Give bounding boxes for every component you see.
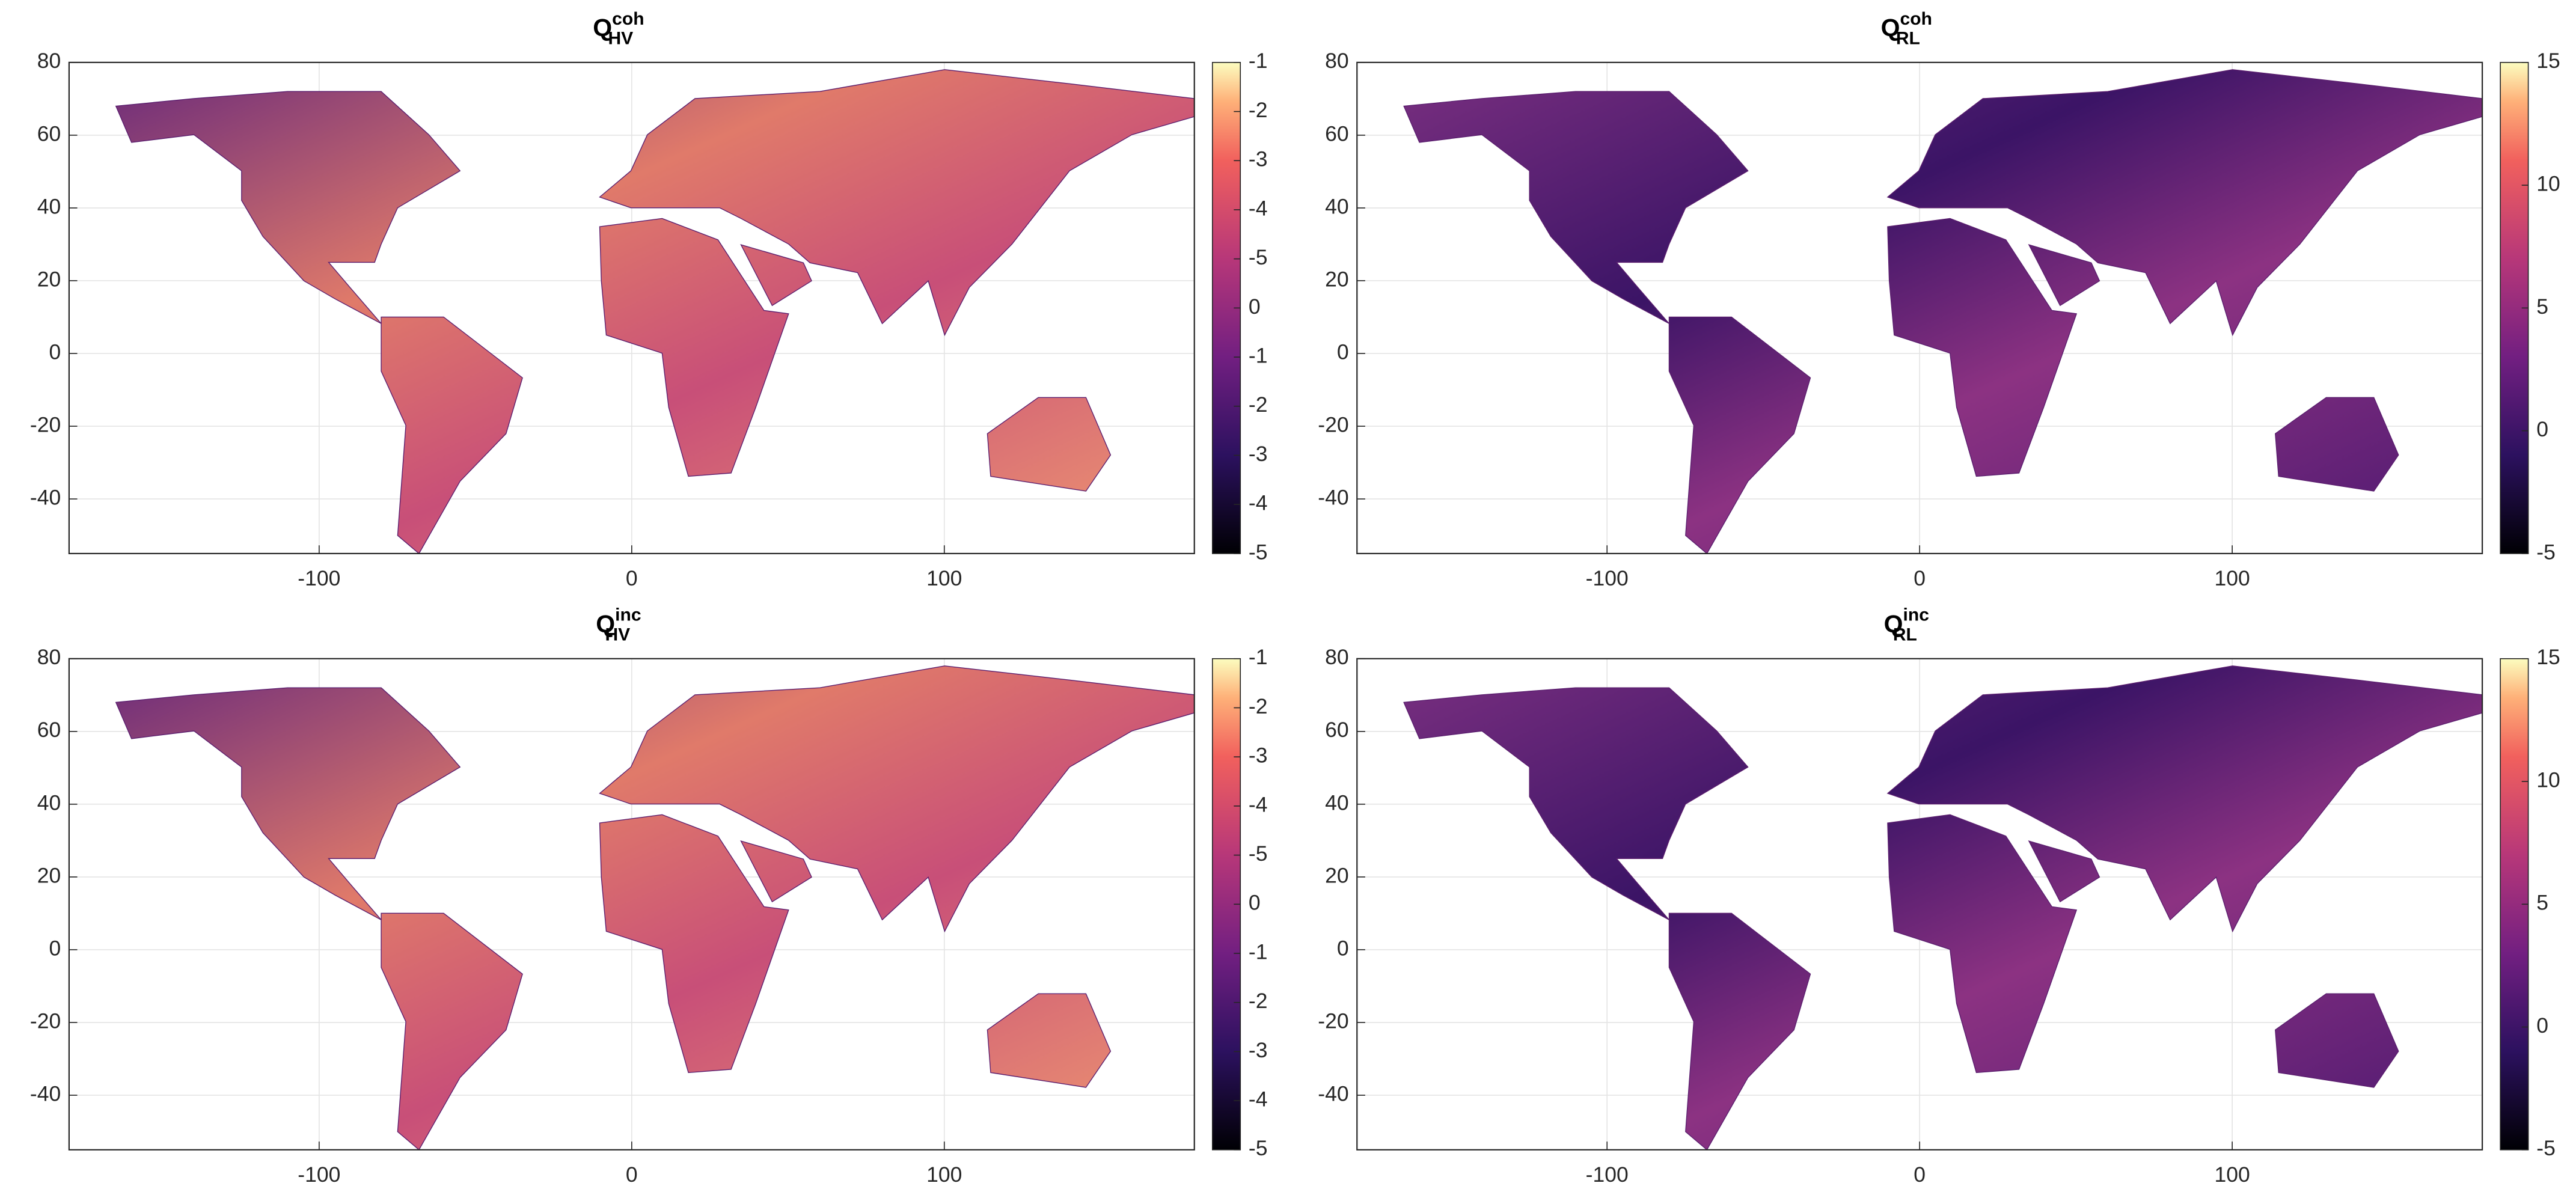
y-tick-label: -40 [1318, 1081, 1348, 1105]
y-tick-label: 20 [1325, 863, 1349, 887]
title-base: Q [596, 610, 615, 638]
title-sub: HV [605, 625, 630, 644]
colorbar-tick-label: -2 [1249, 393, 1268, 417]
colorbar-tick-label: -4 [1249, 792, 1268, 816]
y-tick-label: 20 [37, 863, 61, 887]
y-tick-label: -20 [30, 1009, 61, 1033]
colorbar-tick-label: -5 [1249, 842, 1268, 866]
colorbar-tick-label: -5 [1249, 245, 1268, 269]
panel: -100 0 100 -40 -20 0 20 40 60 80 Qinc RL -5 0 5 10 15 [1318, 605, 2560, 1187]
colorbar-tick-label: -1 [1249, 49, 1268, 73]
panel-title: Qinc HV [596, 605, 641, 645]
colorbar-tick-label: 0 [1249, 891, 1261, 915]
colorbar-tick-label: -2 [1249, 694, 1268, 718]
colorbar-tick-label: -1 [1249, 940, 1268, 964]
colorbar-tick-label: -4 [1249, 1087, 1268, 1111]
title-sub: RL [1893, 625, 1917, 644]
colorbar-tick-label: -3 [1249, 147, 1268, 171]
colorbar-tick-label: -5 [2536, 1136, 2556, 1160]
x-tick-label: 0 [626, 1163, 638, 1187]
y-tick-label: -20 [1318, 1009, 1348, 1033]
colorbar-tick-label: -5 [2536, 540, 2556, 564]
y-tick-label: 20 [1325, 267, 1349, 291]
colorbar-tick-label: -5 [1249, 540, 1268, 564]
panel-title: Qinc RL [1884, 605, 1929, 645]
title-sup: coh [612, 9, 644, 29]
colorbar-tick-label: 10 [2536, 768, 2560, 792]
y-tick-label: 60 [1325, 718, 1349, 742]
y-tick-label: -40 [1318, 485, 1348, 509]
y-tick-label: -20 [30, 412, 61, 436]
title-sub: HV [608, 29, 633, 49]
y-tick-label: 40 [37, 194, 61, 218]
colorbar-tick-label: -1 [1249, 343, 1268, 367]
colorbar-tick-label: -3 [1249, 442, 1268, 466]
colorbar-tick-label: 15 [2536, 645, 2560, 669]
colorbar-tick-label: 15 [2536, 49, 2560, 73]
colorbar-tick-label: 0 [2536, 1013, 2548, 1037]
y-tick-label: -40 [30, 485, 61, 509]
x-tick-label: 100 [2215, 1163, 2250, 1187]
title-base: Q [593, 14, 612, 41]
panel: -100 0 100 -40 -20 0 20 40 60 80 Qinc HV -5 -4 -3 -2 -1 0… [30, 605, 1268, 1187]
y-tick-label: 0 [49, 936, 61, 960]
colorbar-tick-label: -4 [1249, 196, 1268, 220]
colorbar-tick-label: -1 [1249, 645, 1268, 669]
panel-title: Qcoh HV [593, 9, 644, 49]
x-tick-label: 0 [1914, 1163, 1926, 1187]
y-tick-label: 0 [1337, 340, 1349, 364]
colorbar-tick-label: 0 [1249, 295, 1261, 319]
title-sup: inc [1903, 605, 1929, 625]
y-tick-label: -40 [30, 1081, 61, 1105]
panel: -100 0 100 -40 -20 0 20 40 60 80 Qcoh HV -5 -4 -3 -2 -1 0… [30, 9, 1268, 590]
colorbar [2500, 658, 2529, 1151]
x-tick-label: -100 [1586, 566, 1629, 590]
colorbar-tick-label: 10 [2536, 171, 2560, 195]
colorbar-tick-label: 0 [2536, 417, 2548, 441]
panel: -100 0 100 -40 -20 0 20 40 60 80 Qcoh RL -5 0 5 10 15 [1318, 9, 2560, 590]
y-tick-label: 80 [1325, 49, 1349, 73]
y-tick-label: 20 [37, 267, 61, 291]
y-tick-label: 40 [1325, 790, 1349, 814]
y-tick-label: 0 [1337, 936, 1349, 960]
title-sup: coh [1900, 9, 1932, 29]
x-tick-label: -100 [298, 566, 340, 590]
x-tick-label: 100 [2215, 566, 2250, 590]
colorbar-tick-label: -3 [1249, 1038, 1268, 1062]
y-tick-label: 60 [37, 718, 61, 742]
y-tick-label: 40 [37, 790, 61, 814]
colorbar-tick-label: -5 [1249, 1136, 1268, 1160]
x-tick-label: 100 [926, 1163, 962, 1187]
title-sub: RL [1896, 29, 1920, 49]
colorbar-tick-label: 5 [2536, 295, 2548, 319]
x-tick-label: 0 [626, 566, 638, 590]
axes-box [1356, 61, 2483, 554]
title-base: Q [1884, 610, 1903, 638]
y-tick-label: 80 [37, 645, 61, 669]
y-tick-label: 40 [1325, 194, 1349, 218]
x-tick-label: -100 [1586, 1163, 1629, 1187]
y-tick-label: 80 [37, 49, 61, 73]
x-tick-label: 0 [1914, 566, 1926, 590]
colorbar-tick-label: -2 [1249, 989, 1268, 1013]
y-tick-label: 60 [1325, 121, 1349, 145]
y-tick-label: 0 [49, 340, 61, 364]
y-tick-label: 80 [1325, 645, 1349, 669]
colorbar-tick-label: -2 [1249, 98, 1268, 122]
x-tick-label: 100 [926, 566, 962, 590]
colorbar-tick-label: -3 [1249, 744, 1268, 768]
title-base: Q [1881, 14, 1900, 41]
y-tick-label: -20 [1318, 412, 1348, 436]
colorbar-tick-label: -4 [1249, 491, 1268, 515]
axes-box [1356, 658, 2483, 1151]
title-sup: inc [615, 605, 641, 625]
colorbar-tick-label: 5 [2536, 891, 2548, 915]
axes-box [68, 61, 1195, 554]
x-tick-label: -100 [298, 1163, 340, 1187]
panel-title: Qcoh RL [1881, 9, 1932, 49]
axes-box [68, 658, 1195, 1151]
y-tick-label: 60 [37, 121, 61, 145]
